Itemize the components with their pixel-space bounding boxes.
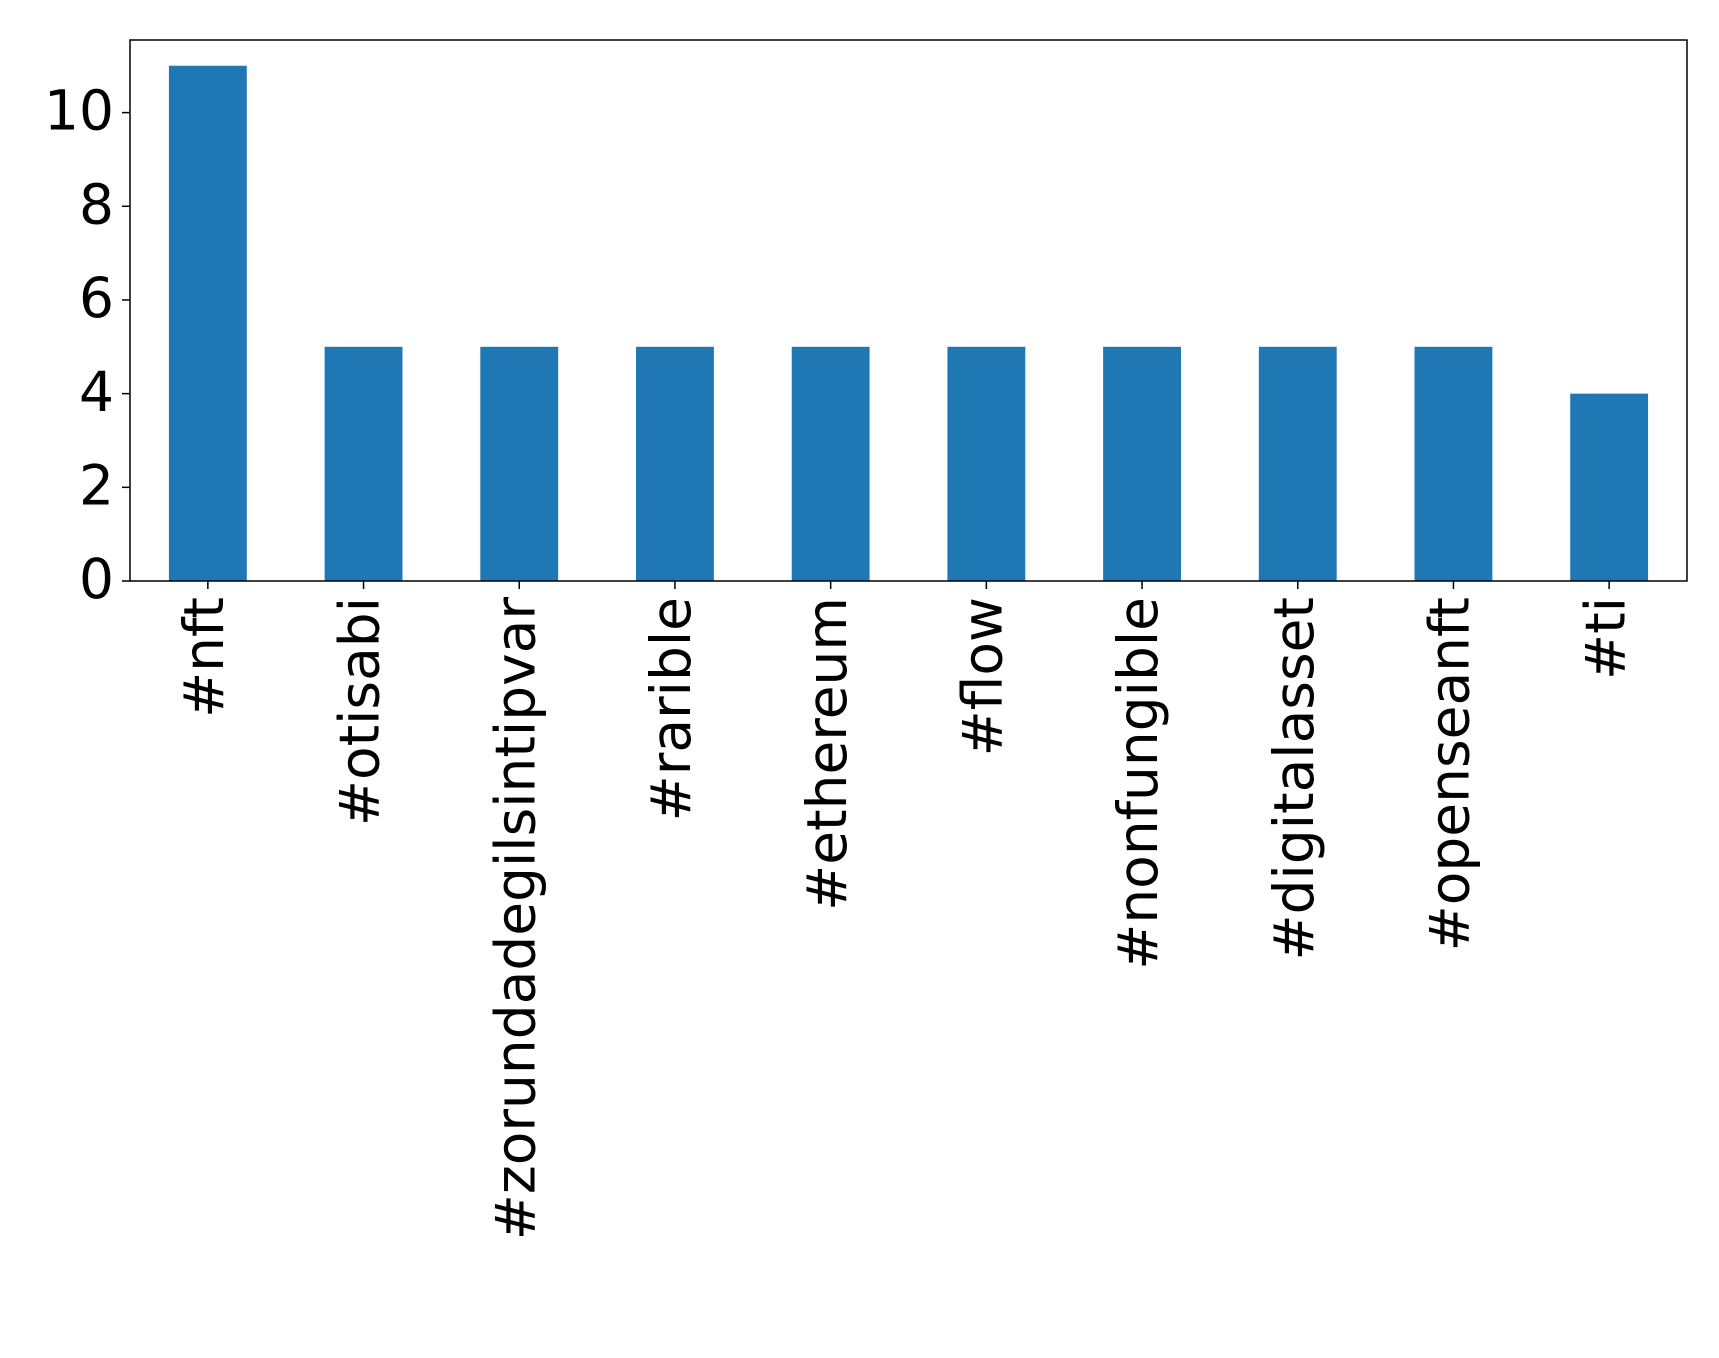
x-tick-label: #nft xyxy=(172,597,236,718)
x-tick-label: #otisabi xyxy=(328,597,392,826)
y-tick-label: 2 xyxy=(79,453,114,517)
bar xyxy=(168,65,247,581)
y-tick-label: 4 xyxy=(79,360,114,424)
x-tick-label: #nonfungible xyxy=(1106,597,1170,970)
bar xyxy=(1103,346,1181,581)
bar xyxy=(1570,393,1649,581)
bar xyxy=(480,346,559,581)
x-tick-label: #rarible xyxy=(639,597,703,821)
x-tick-label: #digitalasset xyxy=(1262,597,1326,960)
y-tick-label: 8 xyxy=(79,172,114,236)
bar xyxy=(791,346,870,581)
x-tick-label: #ethereum xyxy=(795,597,859,911)
bar xyxy=(1414,346,1493,581)
x-tick-label: #zorundadegilsintipvar xyxy=(483,597,547,1241)
x-tick-label: #ti xyxy=(1573,597,1637,680)
bar xyxy=(947,346,1026,581)
x-tick-label: #openseanft xyxy=(1418,597,1482,951)
plot-frame xyxy=(129,39,1688,582)
y-tick-label: 0 xyxy=(79,547,114,611)
x-tick-label: #flow xyxy=(950,597,1014,756)
y-tick-label: 10 xyxy=(44,79,114,143)
bar xyxy=(1258,346,1337,581)
y-tick-label: 6 xyxy=(79,266,114,330)
bar xyxy=(324,346,403,581)
bar xyxy=(636,346,714,581)
